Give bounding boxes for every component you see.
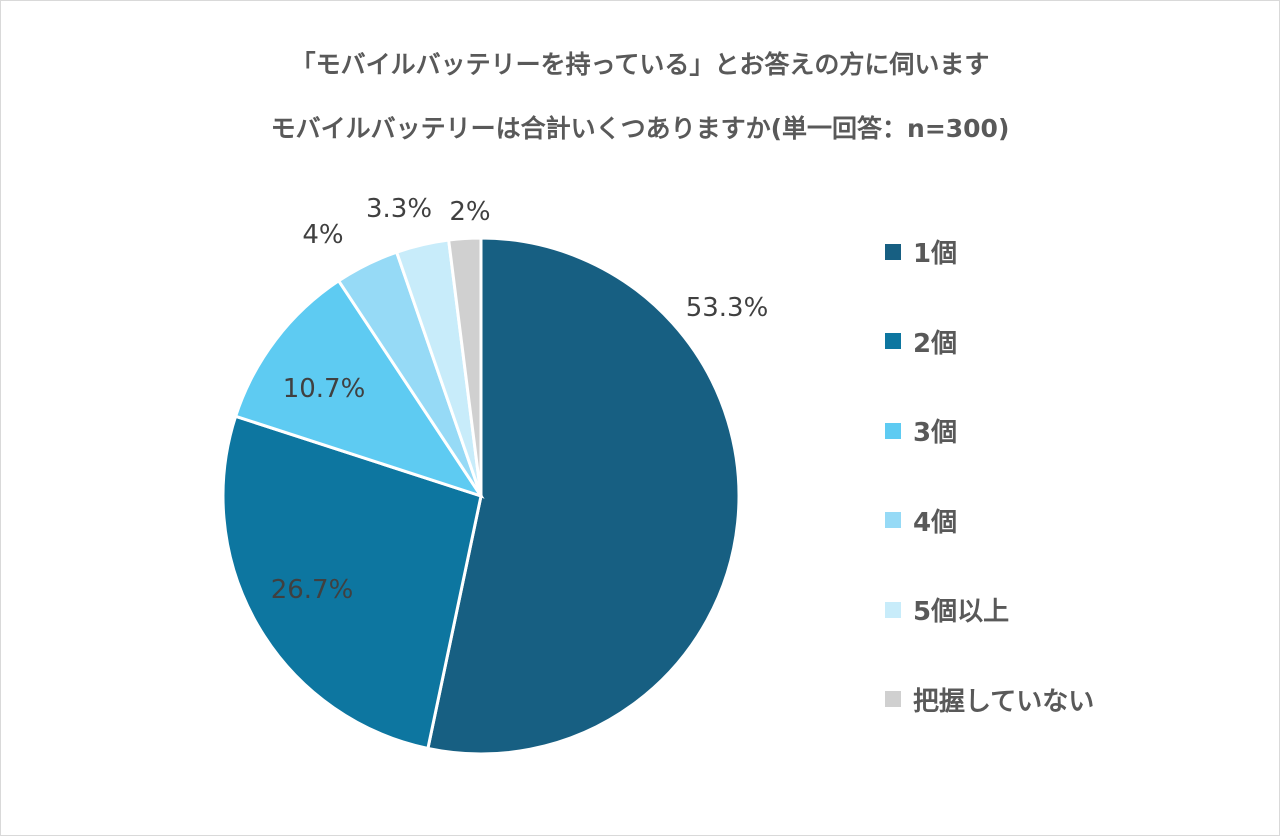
data-label: 53.3% bbox=[686, 293, 769, 323]
legend-label: 5個以上 bbox=[913, 597, 1010, 627]
pie-slice-6 bbox=[446, 236, 483, 497]
pie-slice-3 bbox=[233, 278, 485, 499]
data-label: 10.7% bbox=[283, 374, 366, 404]
legend-label: 4個 bbox=[913, 507, 958, 538]
legend-swatch bbox=[885, 601, 901, 618]
legend-item: 把握していない bbox=[885, 681, 1094, 718]
chart-title-line-2: モバイルバッテリーは合計いくつありますか(単一回答：n=300) bbox=[270, 114, 1010, 143]
data-label: 26.7% bbox=[271, 575, 354, 605]
legend-label: 2個 bbox=[913, 328, 958, 359]
legend-label: 3個 bbox=[913, 418, 958, 448]
data-label: 3.3% bbox=[366, 194, 432, 224]
legend-swatch bbox=[885, 422, 901, 439]
legend-swatch bbox=[885, 512, 901, 528]
legend-label: 把握していない bbox=[913, 686, 1095, 717]
pie-slice-1 bbox=[426, 236, 741, 756]
data-label: 2% bbox=[449, 197, 490, 227]
legend-swatch bbox=[885, 691, 901, 707]
chart-title-line-1: 「モバイルバッテリーを持っている」とお答えの方に伺います bbox=[290, 50, 990, 79]
legend-item: 5個以上 bbox=[885, 591, 1009, 628]
legend-item: 4個 bbox=[885, 502, 957, 539]
pie-slice-2 bbox=[221, 414, 483, 751]
legend-swatch bbox=[885, 243, 901, 260]
legend-swatch bbox=[885, 333, 901, 349]
data-label: 4% bbox=[302, 220, 343, 250]
legend-item: 1個 bbox=[885, 233, 957, 270]
legend-label: 1個 bbox=[913, 239, 958, 269]
legend-item: 3個 bbox=[885, 412, 957, 449]
legend-item: 2個 bbox=[885, 323, 957, 360]
